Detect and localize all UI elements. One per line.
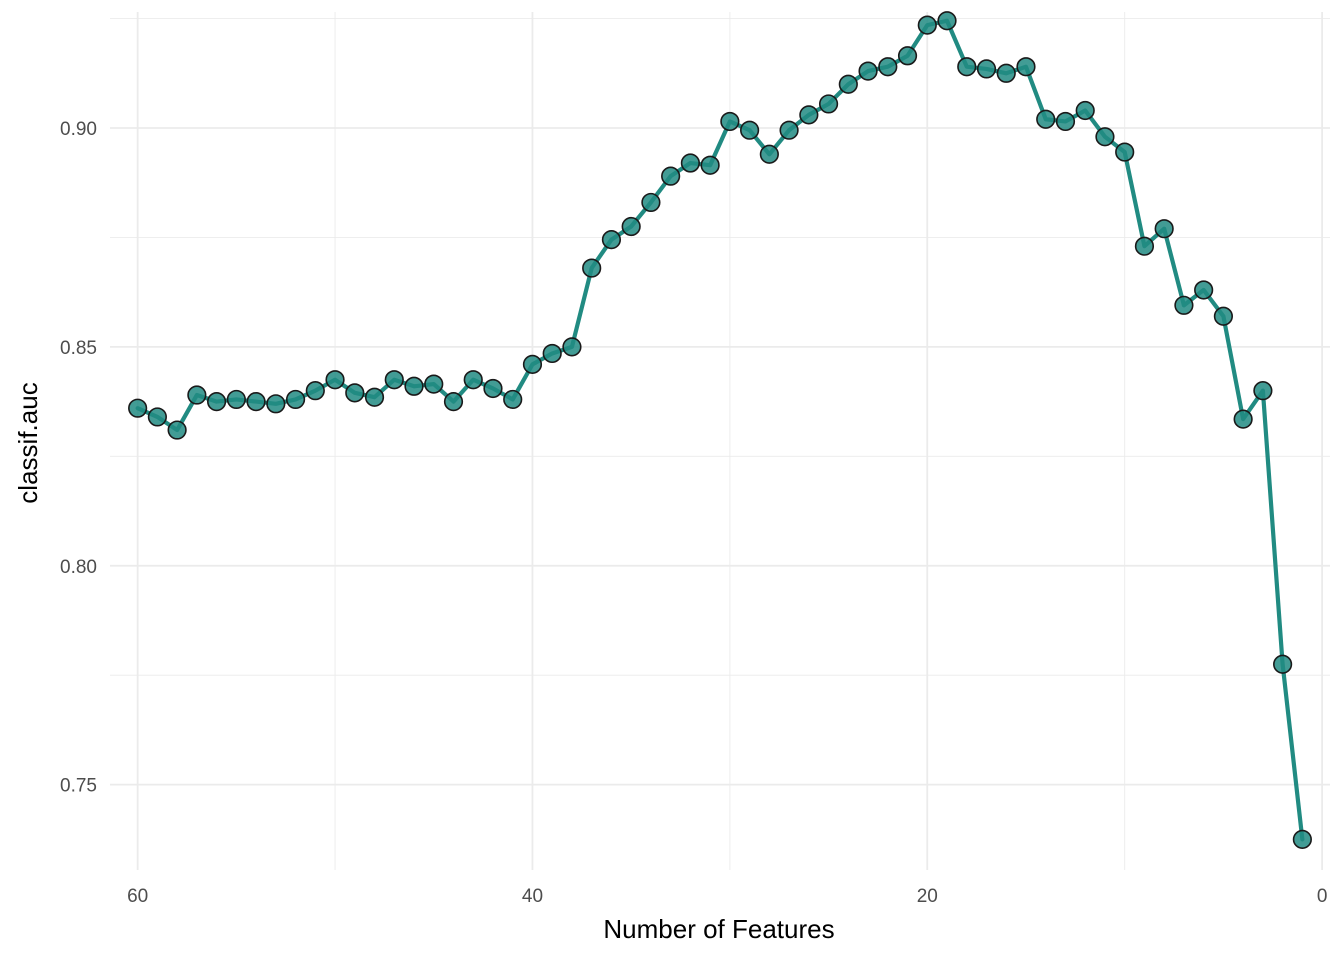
x-tick-label: 0 xyxy=(1317,886,1328,907)
data-point xyxy=(542,343,562,364)
points-layer xyxy=(128,11,1312,849)
data-point xyxy=(207,392,227,412)
y-tick-label: 0.80 xyxy=(60,557,97,578)
data-point xyxy=(1036,109,1056,129)
data-point xyxy=(305,381,325,401)
data-point xyxy=(167,420,187,440)
data-point xyxy=(601,230,622,250)
data-point xyxy=(1194,280,1214,300)
data-point xyxy=(759,144,779,164)
data-point xyxy=(483,378,503,399)
data-point xyxy=(996,63,1016,83)
x-tick-label: 20 xyxy=(917,886,938,907)
data-point xyxy=(226,389,246,410)
data-point xyxy=(1253,381,1273,401)
data-point xyxy=(1213,306,1233,326)
data-point xyxy=(147,407,167,427)
data-point xyxy=(1273,654,1293,674)
data-point xyxy=(246,392,266,412)
y-tick-label: 0.85 xyxy=(60,338,97,359)
data-point xyxy=(957,57,977,77)
data-point xyxy=(937,11,957,31)
data-point xyxy=(424,374,444,394)
data-point xyxy=(562,337,582,357)
y-tick-label: 0.90 xyxy=(60,119,97,140)
x-axis-title: Number of Features xyxy=(603,914,834,944)
data-point xyxy=(720,111,740,132)
data-point xyxy=(779,120,799,140)
y-tick-label: 0.75 xyxy=(60,776,97,797)
data-point xyxy=(1154,219,1174,239)
data-point xyxy=(878,57,898,77)
data-point xyxy=(976,59,997,79)
data-point xyxy=(661,166,681,186)
y-tick-labels: 0.75 0.80 0.85 0.90 xyxy=(60,119,97,797)
x-tick-label: 60 xyxy=(127,886,148,907)
grid-major xyxy=(110,12,1330,870)
x-tick-label: 40 xyxy=(522,886,543,907)
data-point xyxy=(1134,236,1155,256)
data-point xyxy=(1115,142,1135,162)
data-point xyxy=(443,392,464,412)
data-point xyxy=(187,385,207,405)
data-point xyxy=(897,46,918,66)
data-point xyxy=(1233,409,1253,429)
data-point xyxy=(1016,57,1036,77)
y-axis-title: classif.auc xyxy=(13,382,43,503)
data-point xyxy=(1055,111,1076,132)
data-point xyxy=(128,398,148,418)
data-point xyxy=(463,370,483,390)
data-point xyxy=(1174,295,1194,315)
data-point xyxy=(285,389,306,410)
data-point xyxy=(858,61,878,81)
data-point xyxy=(1292,829,1312,849)
data-point xyxy=(700,155,720,175)
data-point xyxy=(1075,100,1095,121)
data-point xyxy=(740,120,760,140)
data-point xyxy=(266,394,286,414)
data-point xyxy=(582,258,602,278)
data-point xyxy=(641,192,661,213)
data-point xyxy=(799,105,819,125)
data-point xyxy=(917,15,937,35)
data-point xyxy=(325,370,345,390)
data-point xyxy=(404,376,424,396)
x-tick-labels: 60 40 20 0 xyxy=(127,886,1327,907)
data-point xyxy=(680,153,700,173)
data-point xyxy=(818,94,839,114)
data-point xyxy=(503,389,523,410)
data-point xyxy=(384,370,404,390)
data-point xyxy=(345,383,365,403)
data-point xyxy=(1095,127,1115,147)
data-point xyxy=(838,74,858,94)
data-point xyxy=(522,354,543,374)
data-point xyxy=(621,216,641,237)
data-point xyxy=(364,387,385,407)
